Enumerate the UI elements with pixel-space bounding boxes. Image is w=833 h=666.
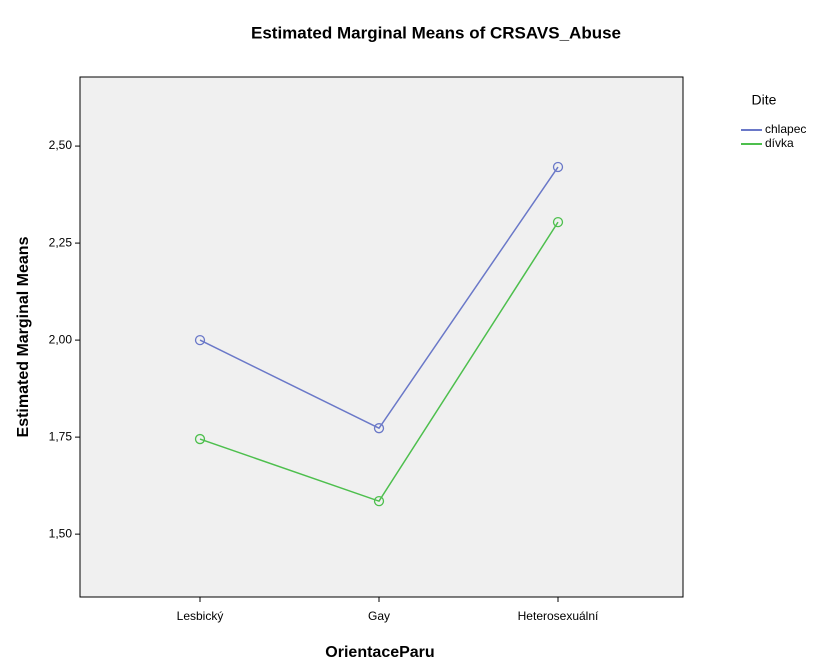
- point-marker: [194, 334, 206, 346]
- y-tick-label: 2,25: [49, 235, 73, 249]
- plot-area: [79, 76, 684, 598]
- x-axis-label: OrientaceParu: [325, 644, 434, 661]
- y-tick-label: 1,75: [49, 429, 73, 443]
- point-marker: [552, 161, 564, 173]
- point-marker: [552, 216, 564, 228]
- point-marker: [373, 423, 385, 434]
- y-tick-label: 2,00: [49, 332, 73, 346]
- series-line: [199, 221, 559, 503]
- x-tick-label: Gay: [368, 609, 390, 623]
- x-tick-label: Heterosexuální: [518, 609, 599, 623]
- x-tick-label: Lesbický: [177, 609, 224, 623]
- y-axis-label: Estimated Marginal Means: [15, 236, 32, 437]
- chart-title: Estimated Marginal Means of CRSAVS_Abuse: [251, 23, 621, 42]
- legend-label: chlapec: [765, 122, 806, 136]
- series-line: [199, 166, 559, 430]
- y-tick-label: 1,50: [49, 526, 73, 540]
- y-tick-label: 2,50: [49, 138, 73, 152]
- point-marker: [194, 433, 206, 445]
- legend-title: Dite: [752, 92, 777, 108]
- legend-label: dívka: [765, 136, 794, 150]
- point-marker: [373, 495, 385, 507]
